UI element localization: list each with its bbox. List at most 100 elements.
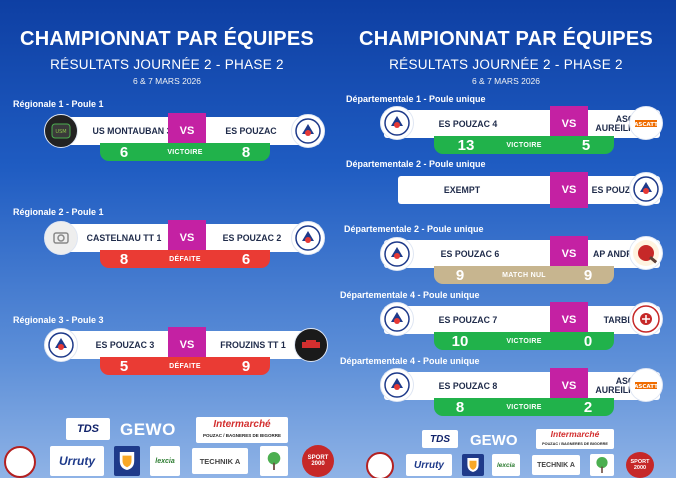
poule-label: Régionale 3 - Poule 3 [13,315,104,325]
castelnau-logo [44,221,78,255]
tds-logo: TDS [66,418,110,440]
away-team: TARBES 6 [603,314,647,325]
gewo-logo: GEWO [120,420,176,439]
shield-logo [462,454,484,476]
right-title: CHAMPIONNAT PAR ÉQUIPES [359,28,653,50]
match-row: CASTELNAU TT 1 VS ES POUZAC 2 [50,220,320,256]
svg-text:USM: USM [55,129,66,135]
away-score: 2 [583,398,593,416]
match-row: ES POUZAC 4 VS ASC AUREILHAN 3 [384,106,660,142]
score-bar: 13 VICTOIRE 5 [434,136,614,154]
home-team: ES POUZAC 8 [438,380,498,391]
score-bar: 9 MATCH NUL 9 [434,266,614,284]
away-score: 9 [583,266,593,284]
home-team: US MONTAUBAN 3 [92,125,172,136]
left-title: CHAMPIONNAT PAR ÉQUIPES [20,28,314,50]
es-pouzac-logo [380,368,414,402]
intermarche-logo: Intermarché POUZAC / BAGNERES DE BIGORRE [536,429,614,449]
home-score: 10 [451,332,469,350]
place-badge-logo [4,446,36,478]
score-bar: 6 VICTOIRE 8 [100,143,270,161]
away-score: 9 [241,357,251,375]
poule-label: Régionale 1 - Poule 1 [13,99,104,109]
intermarche-name: Intermarché [213,419,271,430]
away-score: 0 [583,332,593,350]
match-row: ES POUZAC 7 VS TARBES 6 [384,302,660,338]
away-team: ASC AUREILHAN 7 [595,376,655,395]
frouzins-logo [294,328,328,362]
result-label: VICTOIRE [506,141,542,149]
poule-label: Départementale 2 - Poule unique [344,224,484,234]
home-team: CASTELNAU TT 1 [86,232,162,243]
away-score: 8 [241,143,251,161]
match-row: ES POUZAC 6 VS AP ANDREST 2 [384,236,660,272]
sport2000-logo: SPORT 2000 [302,445,334,477]
home-team: ES POUZAC 6 [440,248,500,259]
es-pouzac-logo [380,302,414,336]
intermarche-logo: Intermarché POUZAC / BAGNERES DE BIGORRE [196,417,288,443]
right-date: 6 & 7 MARS 2026 [471,76,541,86]
away-score: 5 [581,136,591,154]
intermarche-name: Intermarché [550,428,600,439]
es-pouzac-logo [380,106,414,140]
poule-label: Régionale 2 - Poule 1 [13,207,104,217]
urruty-logo: Urruty [406,454,452,476]
away-score: 6 [241,250,251,268]
home-score: 13 [457,136,475,154]
tds-logo: TDS [422,430,458,448]
tree-logo [260,446,288,476]
es-pouzac-logo [291,114,325,148]
poule-label: Départementale 2 - Poule unique [346,159,486,169]
intermarche-sub: POUZAC / BAGNERES DE BIGORRE [202,433,281,438]
place-badge-logo [366,452,394,478]
match-row: US MONTAUBAN 3 VS ES POUZAC [50,113,320,149]
vs-badge: VS [550,172,588,208]
poule-label: Départementale 4 - Poule unique [340,356,480,366]
sport2000-logo: SPORT 2000 [626,452,654,478]
away-team: ES POUZAC 2 [222,232,282,243]
result-label: DÉFAITE [169,255,201,263]
result-label: VICTOIRE [167,148,203,156]
away-team: AP ANDREST 2 [592,248,658,259]
ascatt-logo: ASCATT [629,106,663,140]
poule-label: Départementale 4 - Poule unique [340,290,480,300]
right-subtitle: RÉSULTATS JOURNÉE 2 - PHASE 2 [389,57,623,72]
home-score: 6 [119,143,129,161]
away-team: ASC AUREILHAN 3 [595,114,655,133]
es-pouzac-logo [629,172,663,206]
away-team: ES POUZAC 5 [591,184,651,195]
home-team: EXEMPT [443,184,481,195]
poule-label: Départementale 1 - Poule unique [346,94,486,104]
home-score: 8 [119,250,129,268]
match-row: ES POUZAC 8 VS ASC AUREILHAN 7 [384,368,660,404]
home-team: ES POUZAC 7 [438,314,498,325]
intermarche-sub: POUZAC / BAGNERES DE BIGORRE [542,441,608,446]
home-team: ES POUZAC 4 [438,118,498,129]
home-score: 8 [455,398,465,416]
match-row: EXEMPT VS ES POUZAC 5 [398,172,660,208]
es-pouzac-logo [380,237,414,271]
home-team: ES POUZAC 3 [95,339,155,350]
home-score: 5 [119,357,129,375]
result-label: VICTOIRE [506,337,542,345]
svg-text:ASCATT: ASCATT [634,122,658,128]
tarbes-logo [629,302,663,336]
result-label: DÉFAITE [169,362,201,370]
score-bar: 10 VICTOIRE 0 [434,332,614,350]
urruty-logo: Urruty [50,446,104,476]
away-team: FROUZINS TT 1 [220,339,286,350]
es-pouzac-logo [44,328,78,362]
home-score: 9 [455,266,465,284]
ascatt-logo: ASCATT [629,368,663,402]
technika-logo: TECHNIK A [532,455,580,475]
score-bar: 8 VICTOIRE 2 [434,398,614,416]
gewo-logo: GEWO [470,432,518,449]
score-bar: 5 DÉFAITE 9 [100,357,270,375]
result-label: MATCH NUL [502,271,546,279]
lexcia-logo: lexcia [150,446,180,476]
left-subtitle: RÉSULTATS JOURNÉE 2 - PHASE 2 [50,57,284,72]
away-team: ES POUZAC [225,125,277,136]
left-date: 6 & 7 MARS 2026 [132,76,202,86]
technika-logo: TECHNIK A [192,448,248,474]
result-label: VICTOIRE [506,403,542,411]
